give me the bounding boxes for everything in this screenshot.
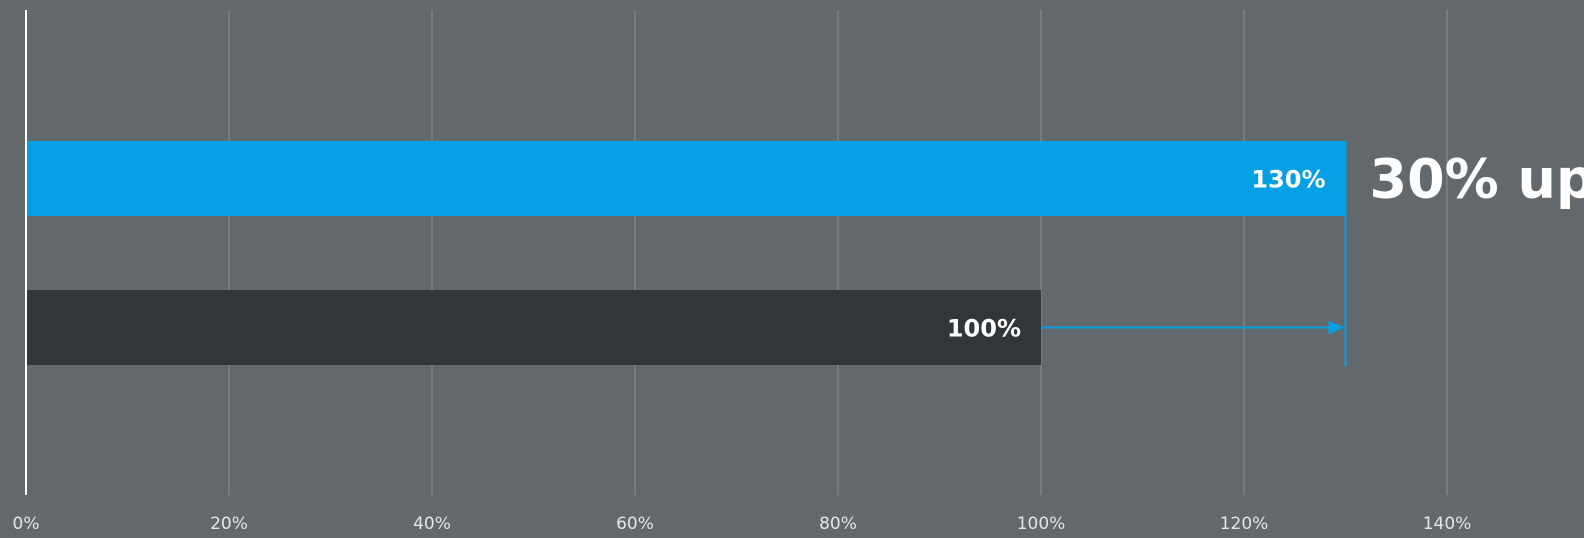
x-tick-label-3: 60%: [616, 514, 654, 534]
x-tick-label-7: 140%: [1423, 514, 1472, 534]
x-tick-label-1: 20%: [210, 514, 248, 534]
gridlines: [228, 10, 1448, 495]
x-tick-label-0: 0%: [13, 514, 40, 534]
bar-value-label-1: 100%: [947, 315, 1021, 343]
bar-value-label-0: 130%: [1251, 166, 1325, 194]
growth-annotation: 30% up: [1041, 141, 1584, 366]
bar-1: [26, 290, 1041, 365]
growth-callout: 30% up: [1370, 148, 1584, 211]
x-axis-tick-labels: 0% 20% 40% 60% 80% 100% 120% 140%: [13, 514, 1472, 534]
x-tick-label-4: 80%: [819, 514, 857, 534]
bar-0: [26, 141, 1346, 216]
x-tick-label-2: 40%: [413, 514, 451, 534]
bars: 130% 100%: [26, 141, 1346, 365]
x-tick-label-5: 100%: [1017, 514, 1066, 534]
growth-arrowhead: [1328, 320, 1345, 335]
x-tick-label-6: 120%: [1220, 514, 1269, 534]
